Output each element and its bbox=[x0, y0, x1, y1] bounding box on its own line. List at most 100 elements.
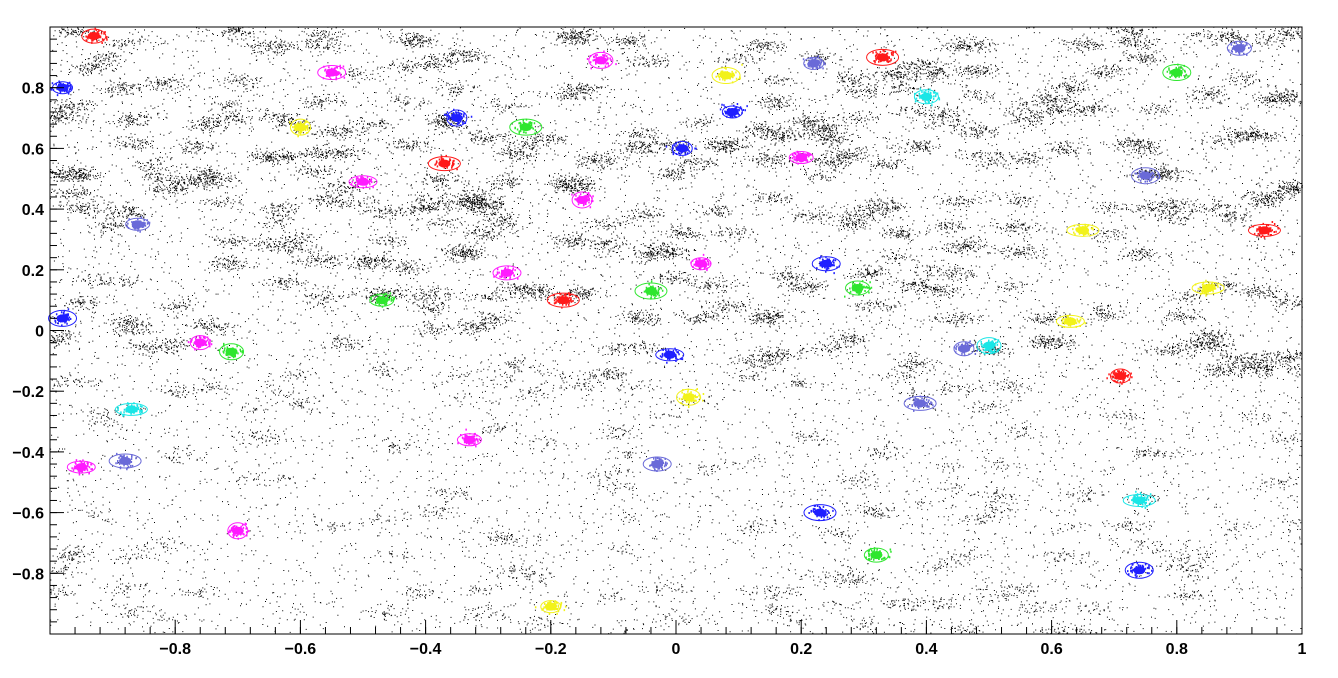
cluster-ellipse bbox=[588, 51, 614, 69]
cluster-12 bbox=[534, 600, 567, 615]
cluster-core bbox=[225, 347, 238, 356]
cluster-ellipse bbox=[348, 175, 378, 189]
cluster-19 bbox=[546, 292, 580, 309]
cluster-core bbox=[983, 341, 995, 350]
cluster-ellipse bbox=[642, 456, 672, 472]
cluster-core bbox=[231, 526, 244, 535]
cluster-core bbox=[870, 551, 883, 560]
cluster-41 bbox=[976, 337, 1002, 355]
cluster-ellipse bbox=[690, 257, 712, 271]
cluster-core bbox=[820, 259, 833, 268]
cluster-13 bbox=[863, 547, 892, 563]
y-tick-label: −0.2 bbox=[12, 384, 44, 401]
y-tick-label: 0.4 bbox=[22, 202, 44, 219]
cluster-20 bbox=[571, 191, 594, 209]
cluster-core bbox=[795, 153, 808, 162]
cluster-core bbox=[726, 107, 739, 116]
cluster-core bbox=[1258, 226, 1271, 235]
cluster-4 bbox=[187, 335, 213, 351]
cluster-ellipse bbox=[114, 402, 148, 416]
cluster-31 bbox=[427, 154, 461, 172]
cluster-21 bbox=[788, 150, 814, 165]
x-tick-label: 0.6 bbox=[1040, 641, 1062, 658]
cluster-15 bbox=[1122, 490, 1156, 509]
y-tick-label: 0.2 bbox=[22, 263, 44, 280]
cluster-10 bbox=[642, 456, 672, 472]
cluster-ellipse bbox=[48, 309, 78, 327]
cluster-28 bbox=[665, 140, 697, 157]
cluster-core bbox=[957, 344, 970, 353]
x-tick-label: 0.4 bbox=[915, 641, 937, 658]
cluster-core bbox=[695, 259, 708, 268]
x-tick-label: 1 bbox=[1298, 641, 1307, 658]
cluster-ellipse bbox=[289, 118, 311, 136]
cluster-core bbox=[644, 287, 657, 296]
cluster-ellipse bbox=[866, 48, 900, 66]
y-tick-label: 0.8 bbox=[22, 81, 44, 98]
cluster-ellipse bbox=[81, 28, 107, 44]
cluster-ellipse bbox=[219, 343, 245, 361]
cluster-39 bbox=[1247, 221, 1281, 239]
cluster-core bbox=[1170, 68, 1183, 77]
cluster-ellipse bbox=[227, 522, 249, 540]
cluster-ellipse bbox=[655, 348, 685, 362]
cluster-core bbox=[294, 123, 307, 132]
cluster-ellipse bbox=[546, 292, 580, 308]
cluster-22 bbox=[811, 255, 841, 275]
cluster-37 bbox=[913, 87, 941, 107]
cluster-1 bbox=[81, 27, 108, 44]
cluster-9 bbox=[456, 428, 482, 448]
cluster-ellipse bbox=[788, 151, 814, 165]
cluster-ellipse bbox=[1066, 223, 1100, 237]
cluster-ellipse bbox=[492, 265, 522, 281]
cluster-core bbox=[500, 268, 513, 277]
cluster-core bbox=[75, 463, 88, 472]
cluster-ellipse bbox=[676, 388, 702, 406]
cluster-8 bbox=[227, 522, 250, 540]
cluster-18 bbox=[655, 347, 685, 364]
cluster-ellipse bbox=[721, 105, 743, 119]
background-points bbox=[50, 26, 1303, 635]
cluster-5 bbox=[218, 342, 245, 361]
cluster-ellipse bbox=[125, 217, 151, 231]
cluster-ellipse bbox=[509, 118, 543, 136]
cluster-core bbox=[438, 159, 451, 168]
cluster-ellipse bbox=[446, 109, 468, 127]
cluster-46 bbox=[317, 64, 347, 81]
cluster-core bbox=[676, 144, 689, 153]
cluster-core bbox=[1064, 317, 1077, 326]
cluster-core bbox=[720, 71, 733, 80]
cluster-ellipse bbox=[976, 337, 1002, 355]
cluster-44 bbox=[289, 118, 311, 138]
cluster-core bbox=[119, 457, 132, 466]
cluster-27 bbox=[1066, 223, 1100, 237]
cluster-core bbox=[663, 350, 676, 359]
cluster-core bbox=[1114, 372, 1127, 381]
x-tick-label: −0.2 bbox=[535, 641, 567, 658]
cluster-core bbox=[594, 56, 607, 65]
x-tick-label: −0.8 bbox=[159, 641, 191, 658]
cluster-ellipse bbox=[711, 67, 741, 85]
cluster-core bbox=[450, 114, 463, 123]
cluster-2 bbox=[48, 308, 78, 327]
cluster-core bbox=[851, 284, 864, 293]
cluster-45 bbox=[125, 216, 151, 233]
cluster-ellipse bbox=[803, 56, 825, 70]
cluster-ellipse bbox=[571, 191, 593, 209]
cluster-14 bbox=[1124, 561, 1154, 579]
cluster-36 bbox=[719, 103, 748, 119]
cluster-core bbox=[807, 59, 820, 68]
cluster-6 bbox=[66, 459, 96, 476]
cluster-core bbox=[131, 220, 144, 229]
cluster-35 bbox=[634, 280, 668, 300]
cluster-core bbox=[920, 92, 933, 101]
cluster-ellipse bbox=[108, 453, 142, 469]
cluster-26 bbox=[1131, 167, 1161, 185]
cluster-3 bbox=[114, 402, 148, 417]
cluster-11 bbox=[803, 504, 837, 522]
cluster-core bbox=[1139, 171, 1152, 180]
cluster-ellipse bbox=[803, 504, 837, 522]
cluster-50 bbox=[711, 63, 743, 85]
cluster-core bbox=[557, 296, 570, 305]
cluster-ellipse bbox=[863, 547, 889, 563]
